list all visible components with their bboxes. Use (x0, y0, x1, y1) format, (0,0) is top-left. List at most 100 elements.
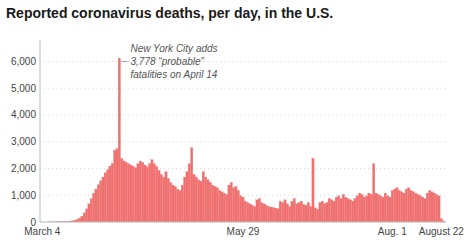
bar (202, 172, 204, 222)
bar (286, 204, 288, 222)
bar (338, 196, 340, 222)
bar (151, 160, 153, 222)
bar (216, 188, 218, 222)
grid-line (40, 141, 446, 142)
bar (401, 192, 403, 222)
bar (102, 177, 104, 222)
bar (424, 198, 426, 222)
bar (137, 164, 139, 222)
bar (181, 185, 183, 222)
bar (419, 196, 421, 222)
bar (403, 193, 405, 222)
bar (279, 201, 281, 222)
bar (298, 202, 300, 222)
bar (212, 185, 214, 222)
grid-line (40, 168, 446, 169)
bar (340, 198, 342, 222)
bar (321, 201, 323, 222)
bar (345, 197, 347, 222)
bar (373, 164, 375, 222)
y-tick-label: 1,000 (11, 190, 36, 201)
bar (188, 164, 190, 222)
bar (398, 190, 400, 222)
bar (79, 218, 81, 222)
bar (265, 205, 267, 222)
bar (251, 205, 253, 222)
bar (172, 185, 174, 222)
bar (142, 162, 144, 222)
bar (237, 190, 239, 222)
bar (394, 189, 396, 222)
bar (149, 164, 151, 222)
bar (326, 202, 328, 222)
bar (324, 204, 326, 222)
grid-line (40, 88, 446, 89)
bar (412, 192, 414, 222)
bar (205, 177, 207, 222)
bar (331, 200, 333, 222)
bar (93, 193, 95, 222)
bar (370, 194, 372, 222)
bar (242, 197, 244, 222)
bar (303, 204, 305, 222)
bar (198, 180, 200, 222)
bar (268, 206, 270, 222)
y-tick-label: 3,000 (11, 136, 36, 147)
bar (310, 206, 312, 222)
bar (433, 193, 435, 222)
bar (417, 194, 419, 222)
bar (195, 177, 197, 222)
bar (104, 173, 106, 222)
bar (249, 204, 251, 222)
bar (226, 194, 228, 222)
bar (408, 188, 410, 222)
x-tick-label: May 29 (227, 226, 260, 237)
bar (319, 202, 321, 222)
bar (130, 165, 132, 222)
bar (293, 198, 295, 222)
bar (347, 198, 349, 222)
bar (277, 209, 279, 222)
bar (163, 177, 165, 222)
annotation: 3,778 “probable” (131, 56, 205, 67)
bar (223, 193, 225, 222)
bar (97, 185, 99, 222)
bar (114, 150, 116, 222)
bar (314, 208, 316, 222)
bar (128, 164, 130, 222)
bar (284, 200, 286, 222)
bar (305, 205, 307, 222)
bar (396, 188, 398, 222)
bar (422, 197, 424, 222)
bar (200, 181, 202, 222)
bar (254, 206, 256, 222)
bar (317, 209, 319, 222)
bar (335, 197, 337, 222)
bar (289, 206, 291, 222)
bar (382, 197, 384, 222)
bar (300, 201, 302, 222)
bar (146, 167, 148, 222)
bar (349, 200, 351, 222)
bar (156, 166, 158, 222)
bar (366, 196, 368, 222)
bar (118, 58, 120, 222)
bar (153, 164, 155, 222)
bar (436, 194, 438, 222)
bar (86, 209, 88, 222)
bar (440, 219, 442, 222)
bar (391, 190, 393, 222)
bar (296, 204, 298, 222)
bar (209, 182, 211, 222)
grid-line (40, 222, 446, 223)
bar (431, 192, 433, 222)
bar (230, 182, 232, 222)
bar (384, 193, 386, 222)
x-tick-label: March 4 (24, 226, 61, 237)
bar (270, 207, 272, 222)
y-tick-label: 5,000 (11, 83, 36, 94)
bar (193, 174, 195, 222)
bar (81, 216, 83, 222)
bar (405, 189, 407, 222)
bar (263, 204, 265, 222)
